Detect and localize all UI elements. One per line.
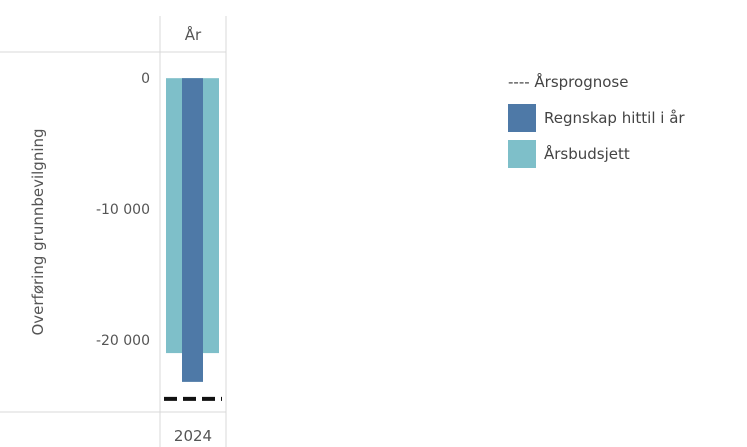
bar-regnskap-hittil — [182, 78, 203, 382]
legend-label-arsprognose: ---- Årsprognose — [508, 73, 629, 91]
column-header: År — [185, 25, 202, 44]
legend-item-arsbudsjett: Årsbudsjett — [508, 136, 685, 172]
legend-swatch-arsbudsjett — [508, 140, 536, 168]
y-tick-label-0: 0 — [141, 71, 150, 87]
y-tick-label-1: -10 000 — [96, 202, 150, 218]
legend-label-regnskap: Regnskap hittil i år — [544, 109, 685, 127]
legend-item-regnskap: Regnskap hittil i år — [508, 100, 685, 136]
y-tick-label-2: -20 000 — [96, 333, 150, 349]
y-axis-label: Overføring grunnbevilgning — [29, 128, 47, 335]
x-category-label: 2024 — [174, 427, 212, 445]
legend: ---- Årsprognose Regnskap hittil i år År… — [508, 64, 685, 172]
legend-item-arsprognose: ---- Årsprognose — [508, 64, 685, 100]
legend-label-arsbudsjett: Årsbudsjett — [544, 145, 630, 163]
legend-swatch-regnskap — [508, 104, 536, 132]
